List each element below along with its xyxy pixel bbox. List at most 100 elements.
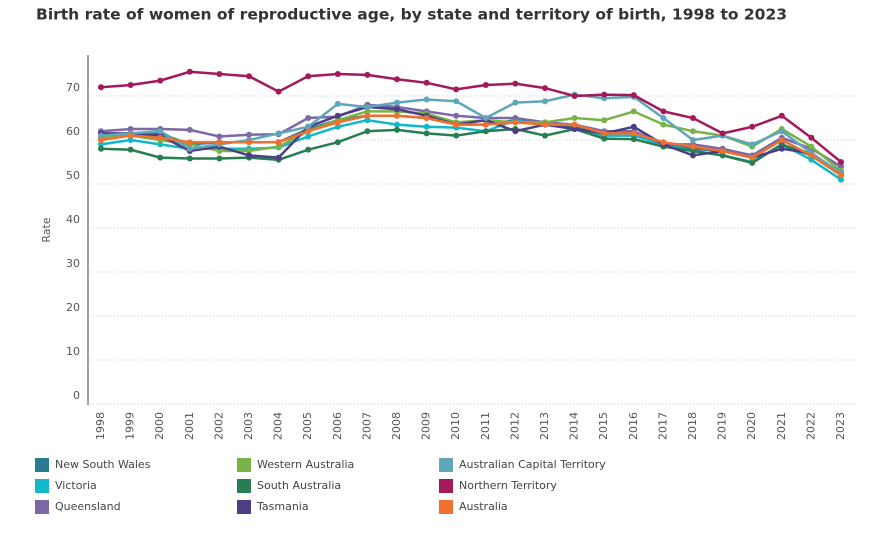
legend-text: Australia <box>459 500 508 513</box>
data-point <box>630 136 637 143</box>
data-point <box>512 119 519 126</box>
y-tick-label: 50 <box>66 169 80 182</box>
data-point <box>482 82 489 88</box>
data-point <box>305 73 312 80</box>
data-point <box>749 141 756 148</box>
legend-swatch <box>237 458 251 472</box>
x-tick-label: 2006 <box>331 412 344 440</box>
data-point <box>423 115 430 121</box>
data-point <box>542 121 548 128</box>
x-tick-label: 2001 <box>183 412 196 440</box>
data-point <box>482 128 489 135</box>
data-point <box>364 128 371 135</box>
x-tick-label: 1998 <box>94 412 107 440</box>
data-point <box>749 159 756 166</box>
data-point <box>216 139 223 146</box>
data-point <box>749 154 756 161</box>
data-point <box>482 121 489 128</box>
data-point <box>246 73 252 80</box>
x-tick-label: 2020 <box>745 412 758 440</box>
data-point <box>394 126 400 133</box>
data-point <box>305 128 312 135</box>
data-point <box>364 117 371 124</box>
data-point <box>186 68 193 75</box>
data-point <box>512 99 519 106</box>
data-point <box>778 128 785 135</box>
data-point <box>364 104 371 110</box>
data-point <box>778 141 785 148</box>
data-point <box>127 137 134 143</box>
data-point <box>719 148 726 154</box>
data-point <box>216 133 223 140</box>
data-point <box>334 119 341 126</box>
legend-text: Tasmania <box>256 500 309 513</box>
data-point <box>690 128 696 135</box>
data-point <box>305 115 312 121</box>
series-line <box>100 93 842 175</box>
data-point <box>453 86 460 93</box>
x-tick-label: 2005 <box>301 412 314 440</box>
data-point <box>364 112 371 119</box>
x-tick-label: 2014 <box>568 412 581 440</box>
data-point <box>364 71 371 78</box>
data-point <box>778 145 785 152</box>
data-point <box>246 148 252 154</box>
legend-swatch <box>439 458 453 472</box>
data-point <box>778 112 785 119</box>
y-tick-label: 40 <box>66 213 80 226</box>
data-point <box>394 76 400 83</box>
x-tick-label: 2018 <box>686 412 699 440</box>
data-point <box>98 145 104 152</box>
x-tick-label: 2021 <box>775 412 788 440</box>
x-tick-label: 2012 <box>508 412 521 440</box>
data-point <box>334 139 341 146</box>
data-point <box>630 123 637 130</box>
data-point <box>423 96 430 103</box>
legend-swatch <box>237 479 251 493</box>
data-point <box>453 132 460 139</box>
y-tick-label: 70 <box>66 81 80 94</box>
data-point <box>690 143 696 150</box>
x-tick-label: 2009 <box>420 412 433 440</box>
data-point <box>690 115 696 121</box>
data-point <box>334 100 341 107</box>
data-point <box>98 141 104 148</box>
data-point <box>98 132 104 139</box>
data-point <box>246 139 252 146</box>
data-point <box>630 92 637 99</box>
data-point <box>690 137 696 143</box>
data-point <box>394 106 400 113</box>
x-tick-label: 2011 <box>479 412 492 440</box>
x-tick-label: 2000 <box>153 412 166 440</box>
data-point <box>423 130 430 137</box>
y-tick-label: 30 <box>66 257 80 270</box>
chart-title: Birth rate of women of reproductive age,… <box>36 6 787 24</box>
data-point <box>838 159 844 165</box>
data-point <box>571 126 578 132</box>
data-point <box>275 88 282 95</box>
data-point <box>157 128 164 135</box>
y-tick-label: 20 <box>66 301 80 314</box>
data-point <box>334 112 341 119</box>
legend-text: Queensland <box>55 500 121 513</box>
y-axis-label: Rate <box>40 217 53 242</box>
data-point <box>186 126 193 133</box>
data-point <box>216 155 223 162</box>
data-point <box>808 134 815 141</box>
data-point <box>660 121 667 128</box>
data-point <box>660 108 667 115</box>
data-point <box>453 121 460 128</box>
data-point <box>749 123 756 130</box>
data-point <box>334 71 341 77</box>
data-point <box>157 77 164 84</box>
data-point <box>157 134 164 141</box>
y-tick-label: 10 <box>66 345 80 358</box>
data-point <box>127 146 134 153</box>
series-line <box>100 127 842 177</box>
data-point <box>127 82 134 88</box>
x-tick-label: 2023 <box>834 412 847 440</box>
x-tick-label: 2019 <box>716 412 729 440</box>
data-point <box>808 156 815 163</box>
data-point <box>275 154 282 161</box>
data-point <box>838 176 844 183</box>
